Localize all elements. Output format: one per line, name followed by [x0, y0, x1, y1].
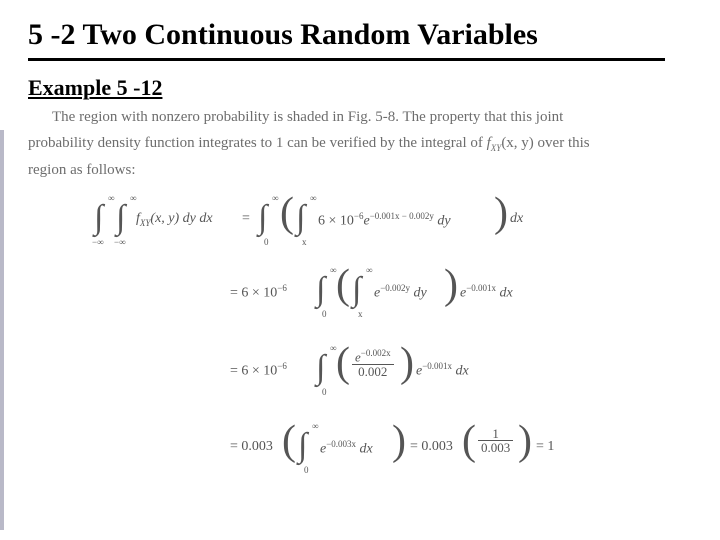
eq3-lead: = 6 × 10−6	[230, 361, 287, 380]
body-line-1: The region with nonzero probability is s…	[28, 107, 692, 127]
eq2-int2-bot: x	[358, 309, 363, 319]
eq4-int: ∞ ∫ 0	[298, 429, 307, 463]
fxy-sub: XY	[491, 143, 502, 153]
eq1-epow: −0.001x − 0.002y	[370, 211, 434, 221]
eq4-lead: = 0.003	[230, 439, 273, 455]
body-line-2b: (x, y) over this	[501, 135, 589, 151]
example-label: Example 5 -12	[28, 75, 692, 101]
eq4-dx: dx	[356, 441, 373, 456]
eq2-int1: ∞ ∫ 0	[316, 273, 325, 307]
eq3-frac: e−0.002x 0.002	[352, 349, 394, 379]
eq2-lead-exp: −6	[277, 283, 287, 293]
eq1-rhs-coef: 6 × 10	[318, 213, 354, 228]
eq3-paren-l: (	[336, 345, 350, 383]
eq4-paren-l2: (	[462, 423, 476, 461]
eq1-inner: (x, y) dy dx	[150, 211, 212, 226]
eq2-inner: e−0.002y dy	[374, 283, 427, 302]
title-underline	[28, 58, 665, 61]
body-line-3: region as follows:	[28, 160, 692, 180]
eq2-lead-t: = 6 × 10	[230, 285, 277, 300]
eq2-paren-l: (	[336, 267, 350, 305]
eq3-frac-pow: −0.002x	[361, 348, 391, 358]
eq1-rint1-bot: 0	[264, 237, 269, 247]
side-accent-bar	[0, 130, 4, 530]
eq1-rhs-int2: ∞ ∫ x	[296, 201, 305, 235]
eq2-int2: ∞ ∫ x	[352, 273, 361, 307]
eq3-frac-den: 0.002	[352, 365, 394, 379]
eq2-rhs-pow: −0.001x	[466, 283, 496, 293]
eq1-int1-bot: −∞	[92, 237, 104, 247]
eq1-equals: =	[242, 211, 250, 227]
eq1-int2-top: ∞	[130, 193, 136, 203]
body-line-2a: probability density function integrates …	[28, 135, 487, 151]
eq4-end: = 1	[536, 439, 554, 455]
page-title: 5 -2 Two Continuous Random Variables	[28, 18, 692, 52]
eq2-paren-r: )	[444, 267, 458, 305]
eq3-rhs: e−0.001x dx	[416, 361, 469, 380]
eq2-epow: −0.002y	[380, 283, 410, 293]
eq4-mid: = 0.003	[410, 439, 453, 455]
eq3-dx: dx	[452, 363, 469, 378]
eq1-paren-l: (	[280, 195, 294, 233]
eq4-frac-den: 0.003	[478, 441, 513, 455]
eq1-rhs-text: 6 × 10−6e−0.001x − 0.002y dy	[318, 211, 451, 230]
eq2-lead: = 6 × 10−6	[230, 283, 287, 302]
eq4-inner: e−0.003x dx	[320, 439, 373, 458]
eq1-rint2-bot: x	[302, 237, 307, 247]
equations-block: ∞ ∫ −∞ ∞ ∫ −∞ fXY(x, y) dy dx = ∞ ∫ 0 ( …	[34, 187, 694, 527]
eq2-rhs: e−0.001x dx	[460, 283, 513, 302]
eq2-dy: dy	[410, 285, 427, 300]
eq1-lhs-int1: ∞ ∫ −∞	[94, 201, 103, 235]
eq1-rint2-top: ∞	[310, 193, 316, 203]
eq1-dy: dy	[434, 213, 451, 228]
eq2-dx: dx	[496, 285, 513, 300]
eq3-lead-t: = 6 × 10	[230, 363, 277, 378]
eq4-epow: −0.003x	[326, 439, 356, 449]
eq4-paren-r2: )	[518, 423, 532, 461]
body-line-2: probability density function integrates …	[28, 133, 692, 154]
eq3-paren-r: )	[400, 345, 414, 383]
eq4-int-bot: 0	[304, 465, 309, 475]
eq2-int1-bot: 0	[322, 309, 327, 319]
eq1-rint1-top: ∞	[272, 193, 278, 203]
eq1-lhs-text: fXY(x, y) dy dx	[136, 211, 213, 228]
eq3-int-bot: 0	[322, 387, 327, 397]
eq4-paren-r1: )	[392, 423, 406, 461]
eq3-int: ∞ ∫ 0	[316, 351, 325, 385]
eq4-frac: 1 0.003	[478, 427, 513, 455]
eq1-int2-bot: −∞	[114, 237, 126, 247]
eq4-int-top: ∞	[312, 421, 318, 431]
eq3-lead-exp: −6	[277, 361, 287, 371]
eq4-paren-l1: (	[282, 423, 296, 461]
eq1-dx: dx	[510, 211, 523, 227]
eq1-lhs-int2: ∞ ∫ −∞	[116, 201, 125, 235]
eq4-frac-num: 1	[478, 427, 513, 442]
eq2-int2-top: ∞	[366, 265, 372, 275]
eq1-fsub: XY	[140, 217, 151, 227]
eq1-int1-top: ∞	[108, 193, 114, 203]
eq3-rhs-pow: −0.001x	[422, 361, 452, 371]
eq1-rhs-int1: ∞ ∫ 0	[258, 201, 267, 235]
slide-content: 5 -2 Two Continuous Random Variables Exa…	[0, 0, 720, 527]
eq1-paren-r: )	[494, 195, 508, 233]
